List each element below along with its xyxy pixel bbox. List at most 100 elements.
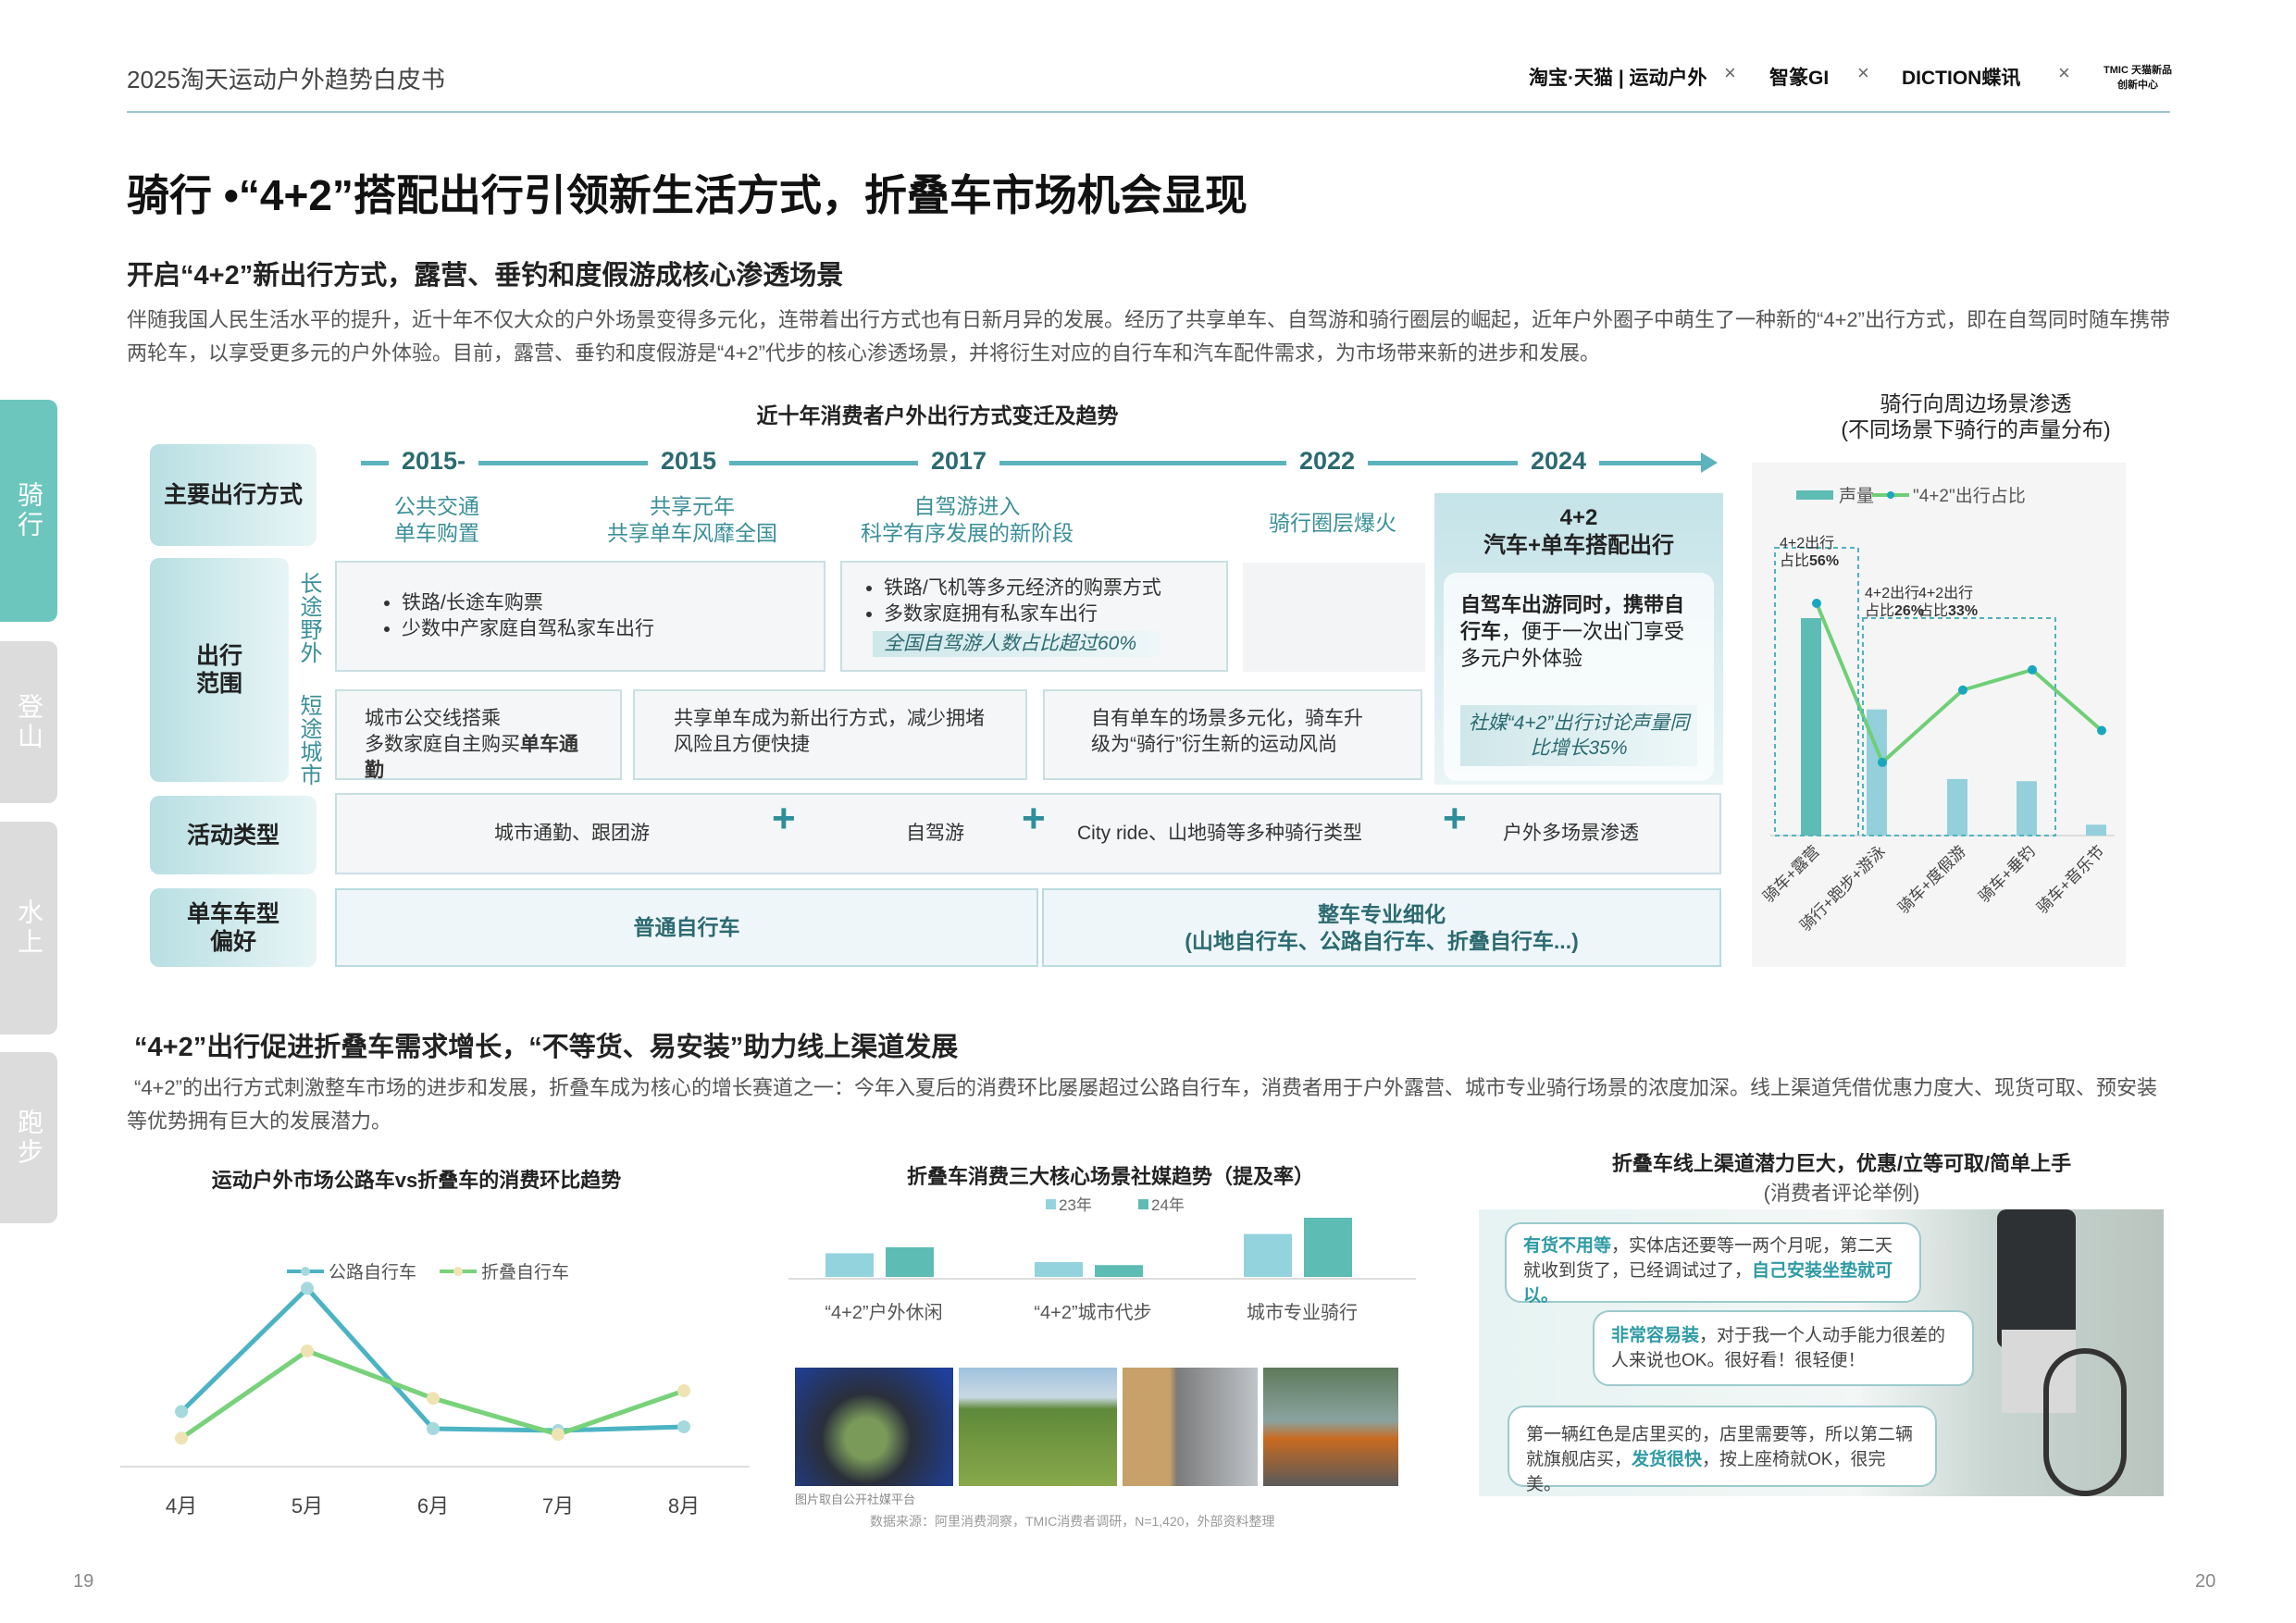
row-label-activity: 活动类型 [150, 796, 316, 874]
data-point [427, 1392, 440, 1406]
plus-icon: + [772, 796, 796, 841]
page-title: 骑行 •“4+2”搭配出行引领新生活方式，折叠车市场机会显现 [127, 171, 1247, 219]
section2-heading: “4+2”出行促进折叠车需求增长，“不等货、易安装”助力线上渠道发展 [134, 1033, 959, 1062]
year-label: 2022 [1286, 447, 1369, 476]
long-box-b: 铁路/飞机等多元经济的购票方式多数家庭拥有私家车出行 全国自驾游人数占比超过60… [840, 561, 1228, 672]
activity-item: 户外多场景渗透 [1503, 823, 1639, 844]
line-point [1878, 757, 1887, 767]
legend-label: 24年 [1151, 1196, 1185, 1214]
timeline-axis [361, 461, 1703, 465]
separator: × [1857, 61, 1869, 84]
long-box-empty [1243, 563, 1425, 672]
page-number-left: 19 [73, 1571, 94, 1592]
report-title: 2025淘天运动户外趋势白皮书 [127, 66, 445, 93]
note-2024: 社媒“4+2”出行讨论声量同比增长35% [1460, 705, 1697, 766]
activity-item: 自驾游 [906, 823, 964, 844]
photo-folded-bike [1123, 1368, 1258, 1486]
legend-swatch [1046, 1199, 1056, 1209]
gi-logo: 智篆GI [1769, 68, 1830, 89]
chart-month-trend: 公路自行车 折叠自行车 4月 5月 6月 7月 8月 [120, 1262, 750, 1518]
bar-23年 [1035, 1262, 1083, 1277]
annotation-label: 占比56% [1780, 552, 1839, 569]
photo-bike-wheel [2043, 1348, 2127, 1496]
chart-scene-mentions: 23年 24年 “4+2”户外休闲 “4+2”城市代步 城市专业骑行 [788, 1196, 1416, 1323]
bar-24年 [1095, 1265, 1143, 1277]
bar-24年 [886, 1247, 934, 1277]
data-point [677, 1419, 690, 1433]
reviews-title: 折叠车线上渠道潜力巨大，优惠/立等可取/简单上手 [1611, 1152, 2072, 1175]
annotation-label: 占比26% [1865, 602, 1924, 619]
section1-heading: 开启“4+2”新出行方式，露营、垂钓和度假游成核心渗透场景 [127, 261, 844, 291]
x-tick-label: 城市专业骑行 [1247, 1302, 1358, 1323]
data-point [552, 1428, 565, 1442]
row-label-mode: 主要出行方式 [150, 444, 316, 546]
annotation-label: 4+2出行 [1865, 585, 1919, 601]
bike-pref-a: 普通自行车 [335, 888, 1038, 967]
section1-body: 伴随我国人民生活水平的提升，近十年不仅大众的户外场景变得多元化，连带着出行方式也… [127, 308, 2170, 365]
bike-pref-b: 整车专业细化 (山地自行车、公路自行车、折叠自行车...) [1042, 888, 1721, 967]
bar-23年 [1244, 1233, 1292, 1277]
dashed-highlight-box [1862, 617, 2056, 836]
x-tick-label: “4+2”城市代步 [1034, 1302, 1151, 1323]
x-tick-label: 6月 [417, 1494, 449, 1518]
photo-rider [1263, 1368, 1398, 1486]
legend-label: "4+2"出行占比 [1913, 486, 2026, 506]
separator: × [2058, 61, 2070, 84]
line-point [2097, 725, 2106, 736]
line-point [2028, 664, 2037, 675]
nav-tab-hiking[interactable]: 登山 [0, 641, 57, 803]
review-bubble: 有货不用等，实体店还要等一两个月呢，第二天就收到货了，已经调试过了，自己安装坐垫… [1505, 1222, 1921, 1306]
x-tick-label: “4+2”户外休闲 [825, 1302, 942, 1323]
mode-2015a: 公共交通 单车购置 [394, 494, 479, 545]
year-label: 2024 [1518, 447, 1600, 476]
year-label: 2015 [648, 447, 730, 476]
review-bubble: 第一辆红色是店里买的，店里需要等，所以第二辆就旗舰店买，发货很快，按上座椅就OK… [1508, 1406, 1937, 1494]
long-box-a: 铁路/长途车购票少数中产家庭自驾私家车出行 [335, 561, 825, 672]
bar-volume [2086, 824, 2106, 836]
legend-label: 折叠自行车 [481, 1262, 569, 1282]
row-label-range: 出行范围 [150, 558, 289, 782]
chart3-title: 折叠车消费三大核心场景社媒趋势（提及率） [906, 1165, 1314, 1188]
legend-label: 声量 [1839, 486, 1874, 506]
year-label: 2017 [918, 447, 1000, 476]
nav-tab-water[interactable]: 水上 [0, 822, 57, 1035]
chart2-title: 运动户外市场公路车vs折叠车的消费环比趋势 [211, 1169, 622, 1192]
photo-cyclist-torso [1997, 1209, 2076, 1348]
plus-icon: + [1022, 796, 1046, 841]
data-point [301, 1344, 314, 1357]
legend-marker [453, 1267, 463, 1276]
legend-label: 23年 [1059, 1196, 1092, 1214]
x-tick-label: 7月 [542, 1494, 574, 1518]
mode-2017: 自驾游进入 科学有序发展的新阶段 [861, 494, 1074, 545]
photo-bike-on-grass [959, 1368, 1117, 1486]
taobao-tmall-logo: 淘宝·天猫 | 运动户外 [1529, 68, 1707, 89]
activity-item: City ride、山地骑等多种骑行类型 [1077, 823, 1363, 844]
legend-marker [1887, 491, 1894, 499]
activity-item: 城市通勤、跟团游 [494, 823, 650, 844]
bar-volume [1801, 618, 1821, 836]
label-short: 短途城市 [296, 694, 321, 787]
legend-label: 公路自行车 [329, 1262, 416, 1282]
reviews-subtitle: (消费者评论举例) [1763, 1182, 1920, 1205]
series-line [180, 1284, 685, 1433]
mode-2022: 骑行圈层爆火 [1269, 511, 1396, 535]
arrow-right-icon [1701, 452, 1718, 473]
chart1-title: 骑行向周边场景渗透 (不同场景下骑行的声量分布) [1841, 391, 2111, 441]
legend-marker [301, 1267, 310, 1276]
nav-tab-cycling[interactable]: 骑行 [0, 400, 57, 622]
data-source: 数据来源：阿里消费洞察，TMIC消费者调研，N=1,420，外部资料整理 [870, 1514, 1275, 1529]
nav-tab-running[interactable]: 跑步 [0, 1052, 57, 1223]
plus-icon: + [1443, 796, 1467, 841]
row-label-bike: 单车车型偏好 [150, 888, 316, 967]
short-box-c: 自有单车的场景多元化，骑车升级为“骑行”衍生新的运动风尚 [1043, 689, 1422, 780]
annotation-label: 占比33% [1918, 602, 1978, 619]
mode-2015: 共享元年 共享单车风靡全国 [607, 494, 777, 545]
diction-logo: DICTION蝶讯 [1902, 68, 2021, 89]
dashed-highlight-box [1774, 547, 1859, 836]
bar-volume [2017, 781, 2037, 836]
tmic-logo: TMIC 天猫新品创新中心 [2104, 65, 2172, 91]
x-tick-label: 8月 [668, 1494, 700, 1518]
line-point [1958, 685, 1967, 695]
review-bubble: 非常容易装，对于我一个人动手能力很差的人来说也OK。很好看！很轻便！ [1593, 1310, 1974, 1386]
data-point [677, 1384, 690, 1397]
